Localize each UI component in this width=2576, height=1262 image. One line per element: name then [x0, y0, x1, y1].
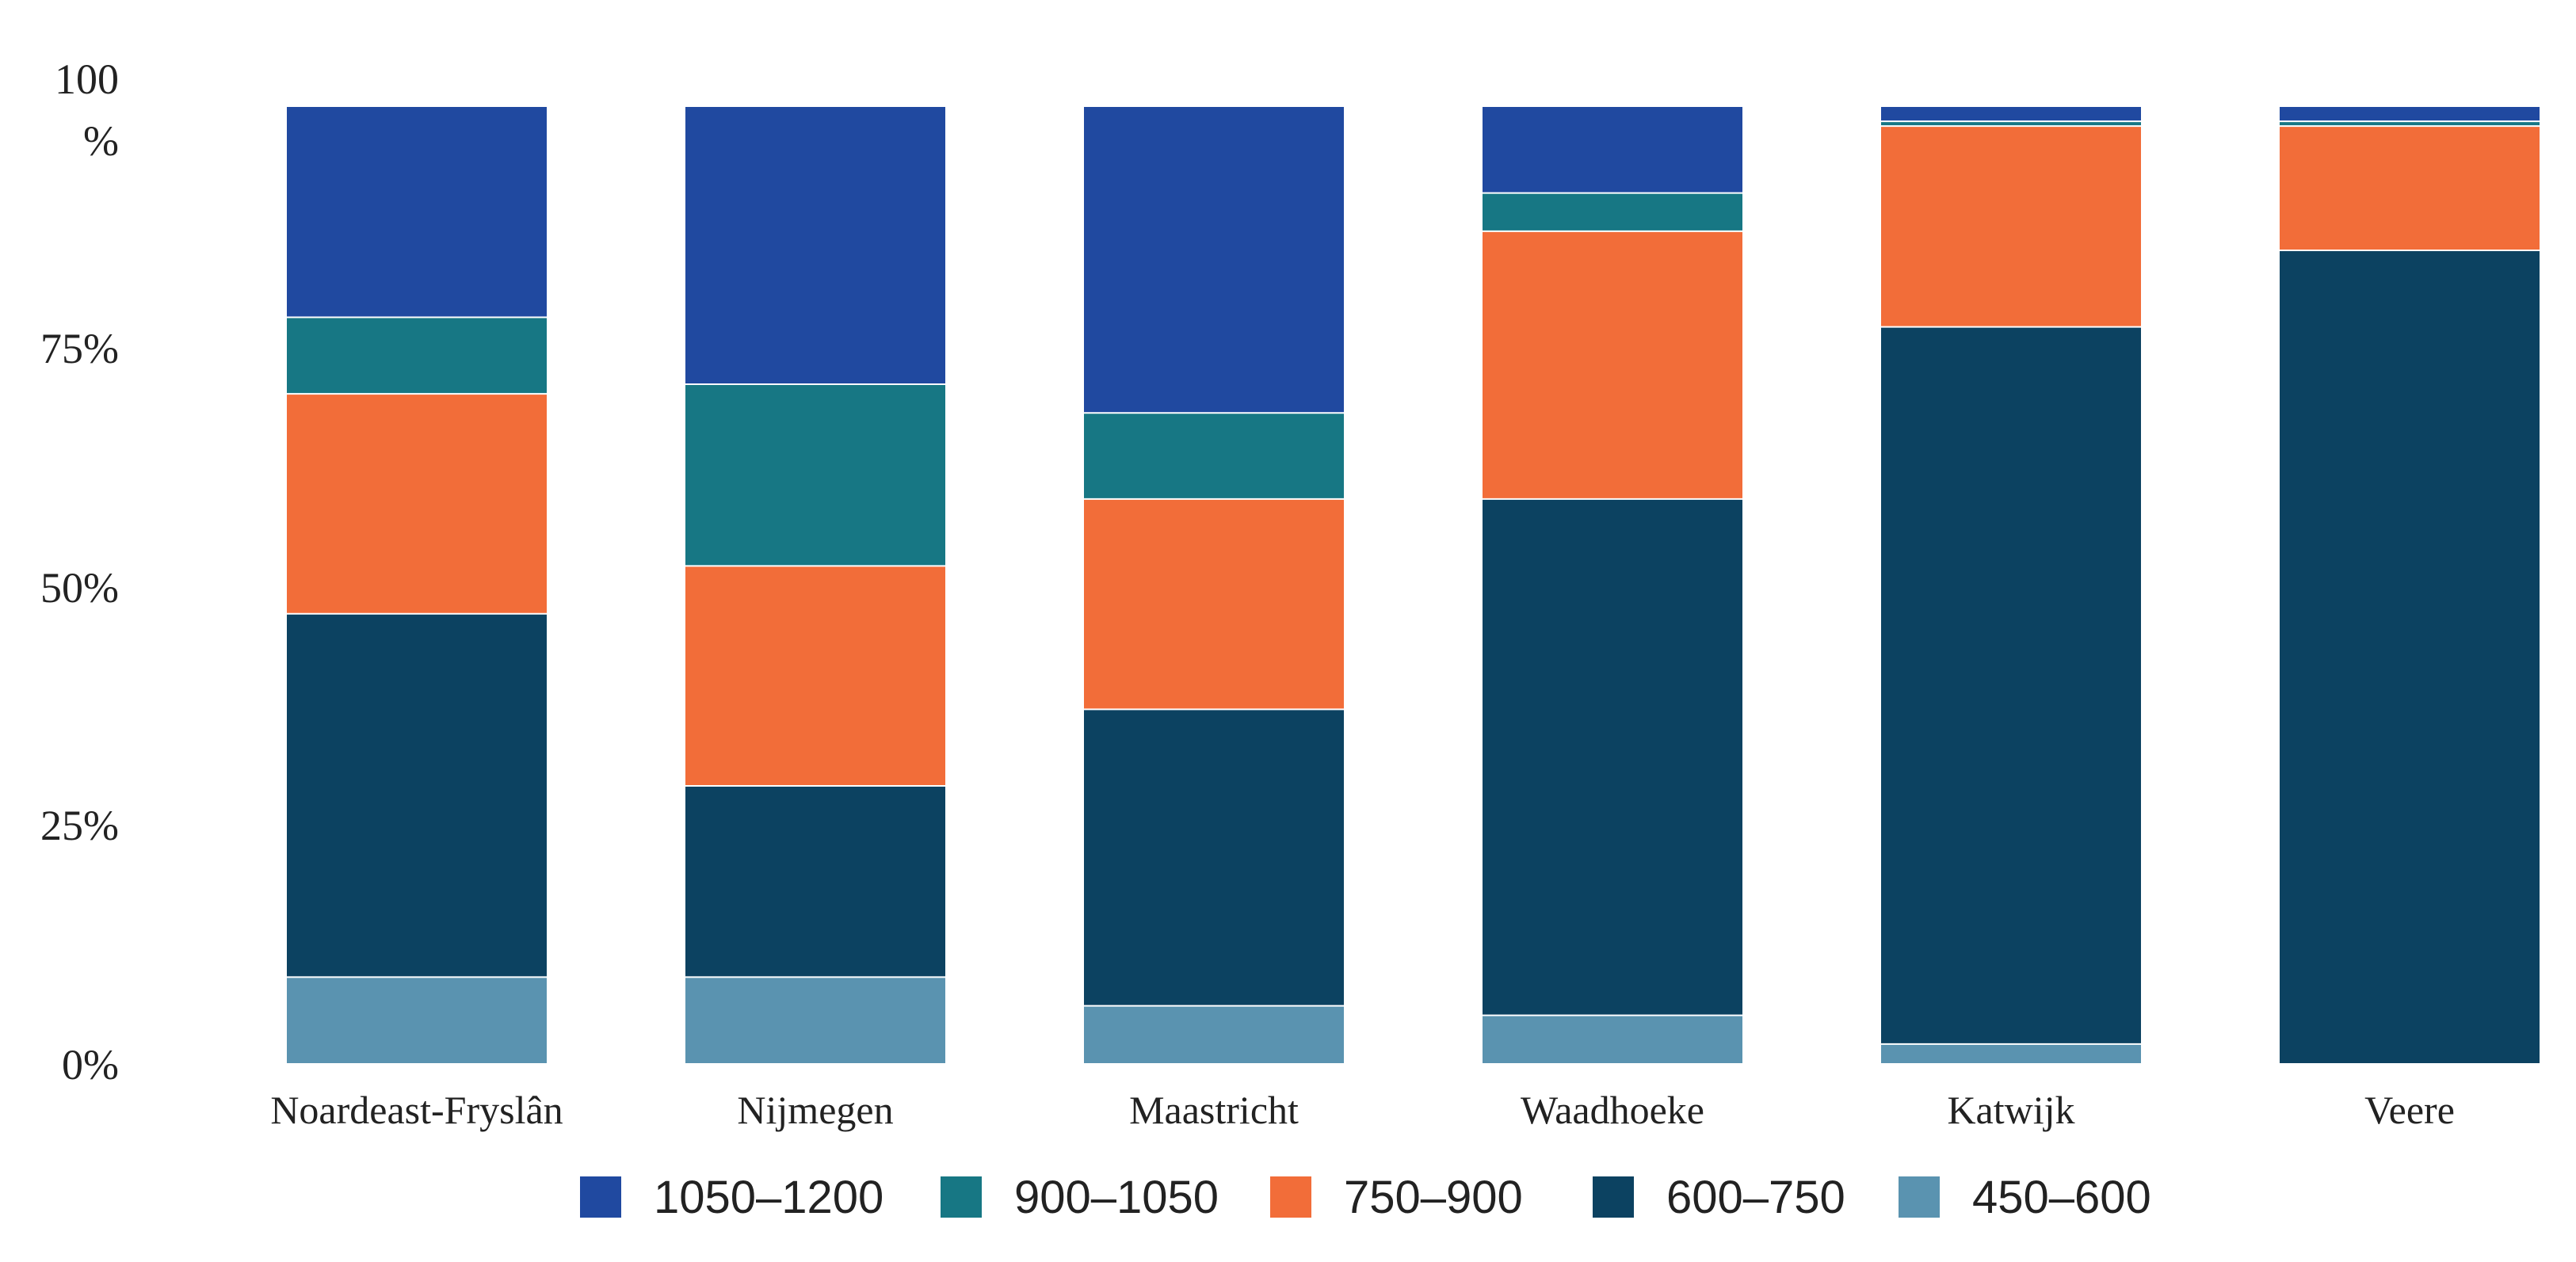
bar-segment-1050–1200: [1881, 107, 2141, 122]
x-tick-label: Waadhoeke: [1521, 1088, 1704, 1132]
legend-label: 1050–1200: [654, 1172, 883, 1223]
bar-segment-450–600: [287, 977, 547, 1063]
bar-segment-450–600: [685, 977, 945, 1063]
legend-label: 450–600: [1972, 1172, 2151, 1223]
bar-segment-900–1050: [1881, 121, 2141, 127]
bar-segment-900–1050: [2280, 121, 2540, 127]
bar-waadhoeke: [1483, 107, 1742, 1063]
bar-segment-600–750: [1084, 709, 1344, 1006]
y-tick-label: 25%: [40, 802, 119, 849]
legend: 1050–1200 900–1050 750–900 600–750 450–600: [580, 1172, 2151, 1223]
x-tick-label: Katwijk: [1947, 1088, 2074, 1132]
bar-segment-1050–1200: [287, 107, 547, 318]
bar-noardeast-frysl-n: [287, 107, 547, 1063]
x-tick-label: Maastricht: [1129, 1088, 1299, 1132]
x-axis: Noardeast-Fryslân Nijmegen Maastricht Waadh…: [270, 1088, 2455, 1132]
bar-segment-600–750: [1483, 498, 1742, 1016]
bar-segment-1050–1200: [2280, 107, 2540, 122]
bar-katwijk: [1881, 107, 2141, 1063]
y-tick-label: 100%: [55, 55, 119, 165]
bar-segment-450–600: [1881, 1043, 2141, 1063]
bar-segment-1050–1200: [1084, 107, 1344, 414]
bar-segment-600–750: [685, 785, 945, 978]
legend-swatch: [1593, 1176, 1634, 1218]
bar-segment-900–1050: [287, 317, 547, 395]
legend-swatch: [580, 1176, 621, 1218]
bar-segment-600–750: [2280, 250, 2540, 1063]
bar-segment-750–900: [287, 394, 547, 614]
bar-segment-750–900: [1483, 231, 1742, 499]
bar-segment-900–1050: [1084, 413, 1344, 499]
bars: [287, 107, 2540, 1063]
legend-swatch: [1270, 1176, 1311, 1218]
y-tick-label: 50%: [40, 564, 119, 612]
bar-segment-600–750: [1881, 326, 2141, 1044]
bar-segment-900–1050: [1483, 193, 1742, 231]
bar-veere: [2280, 107, 2540, 1063]
bar-segment-1050–1200: [685, 107, 945, 385]
y-axis: 0% 25% 50% 75% 100%: [40, 55, 119, 1089]
legend-item: 600–750: [1593, 1172, 1845, 1223]
legend-label: 900–1050: [1014, 1172, 1219, 1223]
bar-segment-750–900: [685, 566, 945, 786]
legend-swatch: [941, 1176, 982, 1218]
bar-segment-450–600: [1483, 1015, 1742, 1063]
y-tick-label: 0%: [62, 1041, 119, 1089]
bar-segment-1050–1200: [1483, 107, 1742, 193]
legend-item: 1050–1200: [580, 1172, 883, 1223]
x-tick-label: Noardeast-Fryslân: [270, 1088, 563, 1132]
y-tick-label: 75%: [40, 325, 119, 372]
bar-segment-750–900: [1881, 126, 2141, 327]
legend-item: 450–600: [1899, 1172, 2151, 1223]
bar-segment-750–900: [1084, 498, 1344, 710]
bar-segment-450–600: [1084, 1005, 1344, 1063]
legend-swatch: [1899, 1176, 1940, 1218]
bar-segment-750–900: [2280, 126, 2540, 251]
legend-label: 750–900: [1344, 1172, 1523, 1223]
legend-label: 600–750: [1666, 1172, 1845, 1223]
x-tick-label: Nijmegen: [737, 1088, 893, 1132]
legend-item: 900–1050: [941, 1172, 1219, 1223]
bar-maastricht: [1084, 107, 1344, 1063]
legend-item: 750–900: [1270, 1172, 1523, 1223]
x-tick-label: Veere: [2364, 1088, 2455, 1132]
bar-segment-600–750: [287, 613, 547, 978]
bar-nijmegen: [685, 107, 945, 1063]
bar-segment-900–1050: [685, 384, 945, 566]
